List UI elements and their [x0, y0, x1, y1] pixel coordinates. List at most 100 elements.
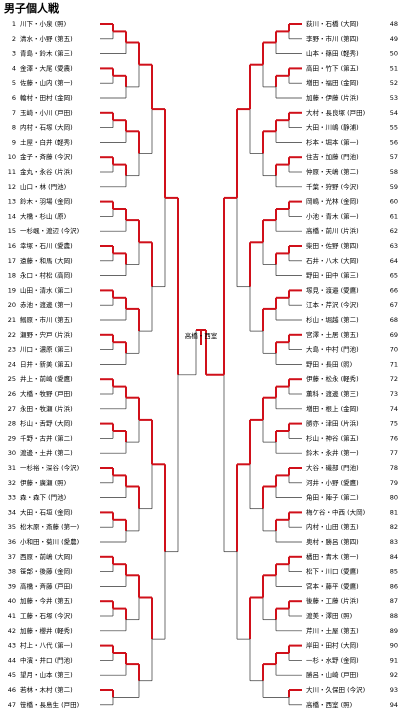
- entry-name: 金澤・大尾 (愛農): [20, 63, 73, 72]
- entry-number: 72: [390, 375, 398, 383]
- entry-number: 53: [390, 94, 398, 102]
- entry-name: 宮本・藤平 (愛鷹): [306, 581, 359, 590]
- entry-number: 55: [390, 124, 398, 132]
- page-title: 男子個人戦: [4, 1, 60, 15]
- entry-number: 1: [12, 20, 16, 28]
- entry-number: 5: [12, 79, 16, 87]
- entry-name: 千野・古井 (第二): [20, 433, 73, 442]
- entry-name: 大川・久保田 (今沢): [306, 685, 365, 694]
- entry-number: 50: [390, 50, 398, 58]
- entry-name: 一杉裕・深谷 (今沢): [20, 463, 79, 472]
- entry-name: 望月・山本 (第三): [20, 670, 73, 679]
- entry-name: 中濱・井口 (門池): [20, 655, 73, 664]
- entry-number: 60: [390, 198, 398, 206]
- entry-name: 小池・青木 (第一): [306, 211, 359, 220]
- entry-number: 20: [8, 301, 16, 309]
- entry-name: 加藤・今井 (第五): [20, 596, 73, 605]
- entry-name: 大島・中村 (門池): [306, 345, 359, 354]
- entry-number: 74: [390, 405, 398, 413]
- entry-name: 永田・牧瀬 (片浜): [20, 404, 73, 413]
- entry-number: 28: [8, 420, 16, 428]
- entry-number: 41: [8, 612, 16, 620]
- entry-number: 87: [390, 597, 398, 605]
- entry-number: 39: [8, 582, 16, 590]
- entry-number: 43: [8, 642, 16, 650]
- entry-name: 大谷・磯部 (門池): [306, 463, 359, 472]
- entry-name: 角田・陣子 (第二): [306, 493, 359, 502]
- entry-number: 29: [8, 434, 16, 442]
- entry-number: 31: [8, 464, 16, 472]
- entry-name: 伊藤・松永 (軽秀): [306, 374, 359, 383]
- entry-name: 李野・市川 (第四): [306, 34, 359, 43]
- entry-name: 後藤・工藤 (片浜): [306, 596, 359, 605]
- entry-name: 増田・根上 (金岡): [306, 404, 359, 413]
- entry-name: 笹橋・長島生 (戸田): [20, 700, 79, 709]
- entry-name: 金丸・永谷 (片浜): [20, 167, 73, 176]
- entry-number: 64: [390, 257, 398, 265]
- entry-number: 88: [390, 612, 398, 620]
- entry-name: 工藤・石塚 (今沢): [20, 611, 73, 620]
- entry-number: 70: [390, 346, 398, 354]
- entry-number: 92: [390, 671, 398, 679]
- entry-number: 75: [390, 420, 398, 428]
- entry-number: 10: [8, 153, 16, 161]
- entry-number: 34: [8, 508, 16, 516]
- entry-number: 82: [390, 523, 398, 531]
- entry-number: 14: [8, 212, 16, 220]
- entry-number: 22: [8, 331, 16, 339]
- entry-name: 幸塚・石川 (愛農): [20, 241, 73, 250]
- entry-name: 伊藤・廣瀬 (照): [20, 478, 66, 487]
- entry-number: 76: [390, 434, 398, 442]
- entry-number: 47: [8, 701, 16, 709]
- entry-number: 7: [12, 109, 16, 117]
- entry-number: 91: [390, 656, 398, 664]
- entry-number: 66: [390, 286, 398, 294]
- entry-number: 25: [8, 375, 16, 383]
- entry-number: 4: [12, 64, 16, 72]
- entry-name: 岸田・田村 (大岡): [306, 641, 359, 650]
- entry-number: 23: [8, 346, 16, 354]
- entry-name: 森・森下 (門池): [20, 493, 66, 502]
- entry-name: 加藤・伊藤 (片浜): [306, 93, 359, 102]
- entry-name: 山田・清水 (第二): [20, 285, 73, 294]
- entry-name: 高田・竹下 (第五): [306, 63, 359, 72]
- entry-name: 杉本・堀本 (第一): [306, 137, 359, 146]
- entry-name: 河井・小野 (愛鷹): [306, 478, 359, 487]
- entry-number: 68: [390, 316, 398, 324]
- entry-number: 49: [390, 35, 398, 43]
- entry-number: 44: [8, 656, 16, 664]
- entry-name: 渡邊・土井 (第二): [20, 448, 73, 457]
- entry-name: 宮澤・土居 (第五): [306, 330, 359, 339]
- entry-number: 94: [390, 701, 398, 709]
- entry-name: 大田・川嶋 (静浦): [306, 123, 359, 132]
- entry-number: 59: [390, 183, 398, 191]
- entry-name: 内村・石塚 (大岡): [20, 123, 73, 132]
- entry-number: 79: [390, 479, 398, 487]
- entry-name: 佐藤・山内 (第一): [20, 78, 73, 87]
- entry-name: 柴田・佐野 (第四): [306, 241, 359, 250]
- entry-name: 若林・木村 (第二): [20, 685, 73, 694]
- entry-name: 荻川・石橋 (大岡): [306, 19, 359, 28]
- entry-number: 19: [8, 286, 16, 294]
- entry-name: 高橋・西室 (照): [306, 700, 352, 709]
- entry-number: 33: [8, 494, 16, 502]
- entry-number: 83: [390, 538, 398, 546]
- entry-name: 千葉・狩野 (今沢): [306, 182, 359, 191]
- entry-name: 杉山・舌野 (大岡): [20, 419, 73, 428]
- entry-name: 鈴木・羽場 (金岡): [20, 197, 73, 206]
- entry-number: 48: [390, 20, 398, 28]
- entry-number: 6: [12, 94, 16, 102]
- entry-number: 24: [8, 360, 16, 368]
- entry-name: 江本・芹沢 (今沢): [306, 300, 359, 309]
- entry-name: 金子・斉藤 (今沢): [20, 152, 73, 161]
- entry-name: 小和田・菊川 (愛農): [20, 537, 79, 546]
- entry-name: 輪村・田村 (金岡): [20, 93, 73, 102]
- entry-number: 89: [390, 627, 398, 635]
- entry-number: 16: [8, 242, 16, 250]
- entry-name: 橘田・青木 (第一): [306, 552, 359, 561]
- entry-name: 山口・林 (門池): [20, 182, 66, 191]
- entry-number: 51: [390, 64, 398, 72]
- entry-name: 松下・川口 (愛鷹): [306, 567, 359, 576]
- entry-number: 13: [8, 198, 16, 206]
